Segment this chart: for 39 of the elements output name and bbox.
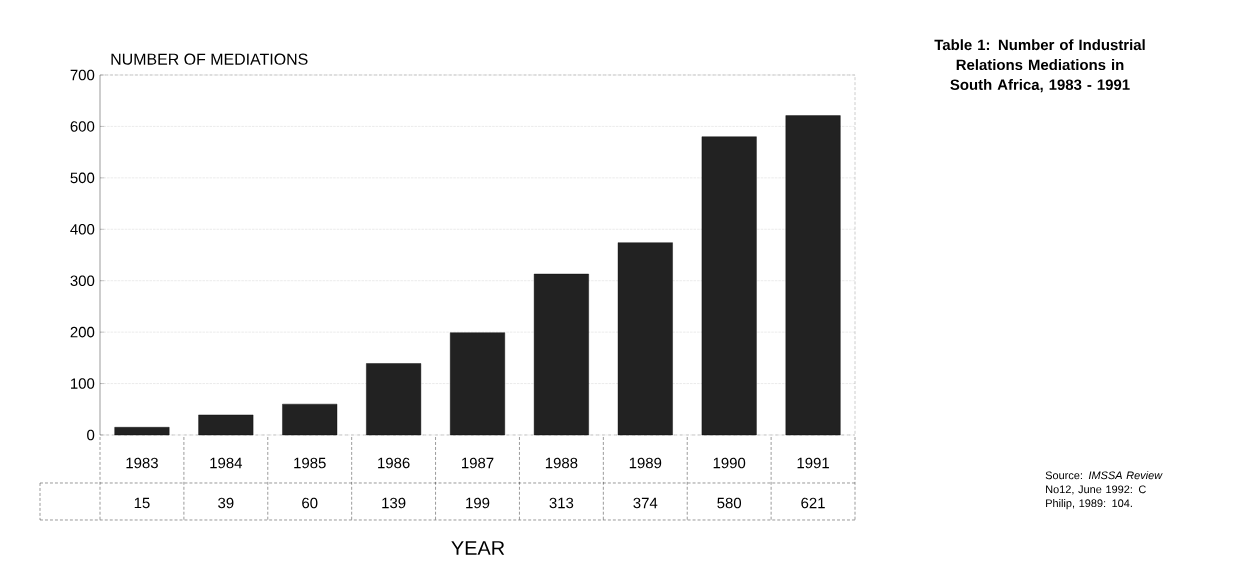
text: Table 1: Number of Industrial Relations Mediations in South Africa, 1983 - 1991 [934, 39, 1145, 93]
bar [198, 414, 254, 436]
y-tick-label: 0 [87, 429, 95, 441]
bar [533, 273, 589, 436]
y-axis-title: NUMBER OF MEDIATIONS [111, 53, 308, 65]
x-axis-title: YEAR [451, 541, 505, 555]
bar [617, 242, 673, 436]
bar [701, 136, 757, 436]
x-tick-label: 1991 [797, 457, 829, 469]
x-tick-label: 1988 [545, 457, 578, 469]
x-tick-label: 1986 [378, 457, 410, 469]
data-label: 199 [466, 497, 490, 509]
bar [282, 403, 338, 436]
bar [114, 427, 170, 436]
data-label: 139 [382, 497, 406, 509]
data-label: 621 [801, 497, 825, 509]
data-label: 313 [549, 497, 574, 509]
y-tick-label: 100 [71, 378, 95, 389]
bar [450, 332, 505, 436]
y-tick-label: 200 [70, 326, 95, 338]
x-tick-label: 1985 [294, 457, 326, 469]
data-label: 60 [302, 497, 318, 509]
y-tick-label: 300 [70, 275, 95, 286]
data-label: 580 [717, 497, 742, 509]
x-tick-label: 1990 [713, 457, 746, 469]
bar [366, 363, 422, 436]
source-note: Source: IMSSA Review No12, June 1992: C Philip, 1989: 104. [1045, 471, 1163, 510]
x-tick-label: 1983 [126, 457, 158, 469]
y-tick-label: 600 [70, 121, 95, 132]
x-tick-label: 1984 [210, 457, 243, 469]
data-label: 374 [633, 497, 658, 509]
y-tick-label: 700 [70, 69, 95, 81]
data-label: 15 [134, 497, 150, 509]
data-label: 39 [218, 497, 234, 509]
bar [785, 115, 841, 436]
y-tick-label: 500 [70, 172, 95, 184]
y-tick-label: 400 [70, 223, 95, 235]
x-tick-label: 1987 [462, 457, 494, 469]
x-tick-label: 1989 [629, 457, 662, 469]
